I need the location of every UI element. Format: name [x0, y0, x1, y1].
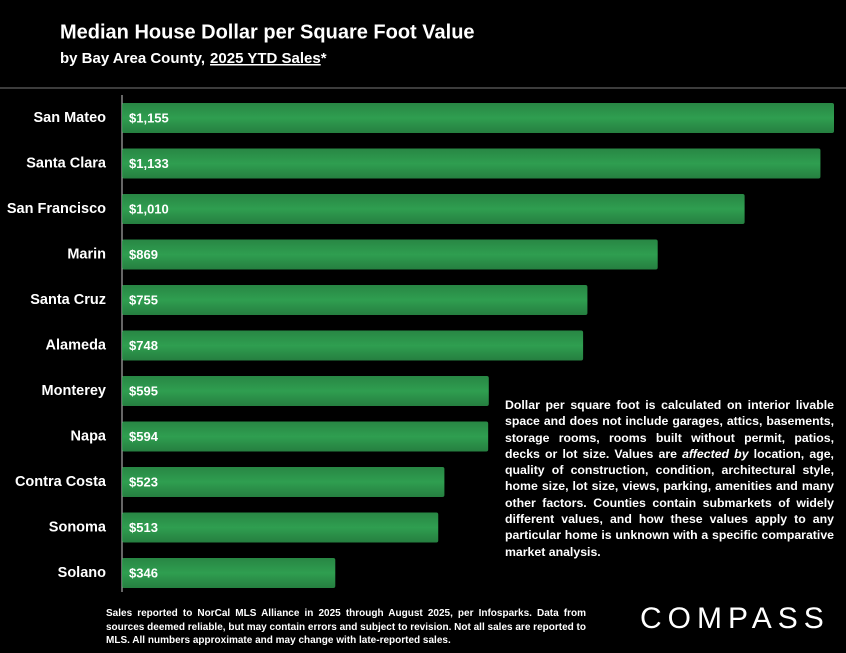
value-label: $594: [129, 429, 159, 444]
value-label: $523: [129, 474, 158, 489]
value-label: $346: [129, 565, 158, 580]
bar: [122, 285, 588, 315]
value-label: $1,133: [129, 156, 169, 171]
bar: [122, 239, 658, 270]
subtitle-part: *: [321, 50, 327, 67]
bar: [122, 376, 489, 406]
chart-subtitle: by Bay Area County, 2025 YTD Sales*: [60, 50, 327, 67]
category-label: Contra Costa: [15, 474, 107, 490]
value-label: $869: [129, 247, 158, 262]
value-label: $748: [129, 338, 158, 353]
bar: [122, 512, 439, 543]
category-label: San Francisco: [7, 201, 106, 217]
category-label: Monterey: [42, 383, 106, 399]
category-label: Alameda: [46, 337, 107, 353]
category-label: Santa Cruz: [30, 292, 106, 308]
logo: COMPASS: [640, 602, 830, 635]
bar: [122, 330, 584, 361]
subtitle-part: 2025 YTD Sales: [210, 50, 321, 67]
note-part: Dollar per square foot is calculated on …: [505, 398, 834, 461]
bar: [122, 103, 834, 133]
bar: [122, 148, 821, 179]
note: Dollar per square foot is calculated on …: [505, 397, 834, 560]
bar: [122, 558, 336, 588]
bar: [122, 194, 745, 224]
category-label: Sonoma: [49, 519, 107, 535]
chart-title: Median House Dollar per Square Foot Valu…: [60, 21, 475, 43]
note-part: affected by: [682, 446, 749, 461]
category-label: San Mateo: [33, 110, 106, 126]
value-label: $1,155: [129, 110, 169, 125]
category-label: Solano: [58, 565, 106, 581]
category-label: Napa: [71, 428, 107, 444]
footnote: Sales reported to NorCal MLS Alliance in…: [106, 608, 586, 646]
value-label: $595: [129, 383, 158, 398]
note-part: location, age, quality of construction, …: [505, 446, 834, 559]
bar: [122, 421, 489, 452]
category-label: Marin: [67, 246, 106, 262]
value-label: $755: [129, 292, 158, 307]
subtitle-part: by Bay Area County,: [60, 50, 205, 67]
value-label: $1,010: [129, 201, 169, 216]
bar: [122, 467, 445, 497]
value-label: $513: [129, 520, 158, 535]
category-label: Santa Clara: [26, 155, 107, 171]
